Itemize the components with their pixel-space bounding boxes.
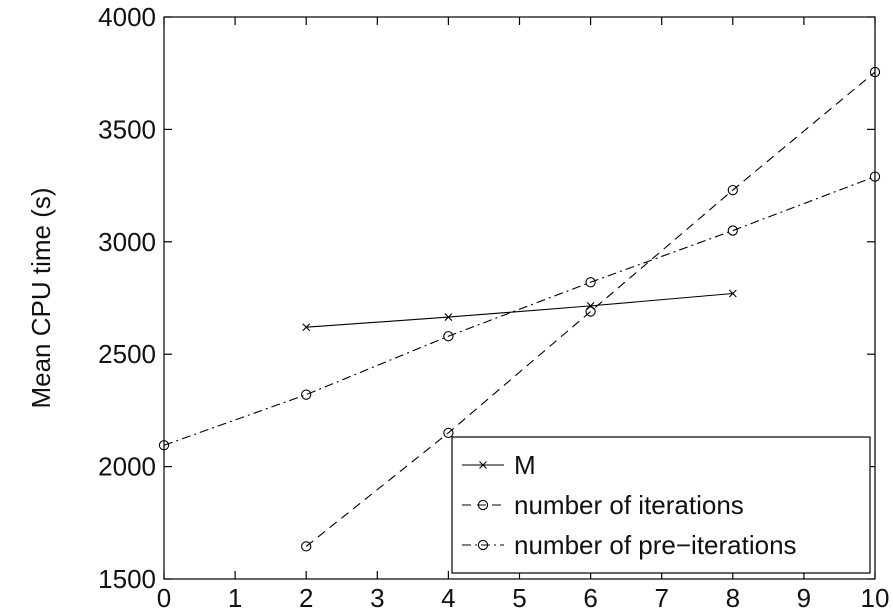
y-axis-label: Mean CPU time (s): [26, 187, 56, 408]
legend-marker: [477, 499, 489, 511]
data-point: [728, 289, 737, 298]
data-point: [443, 331, 454, 342]
x-tick-label: 0: [157, 583, 171, 612]
x-tick-label: 10: [861, 583, 890, 612]
data-point: [301, 541, 312, 552]
legend-item: M: [462, 450, 536, 480]
x-tick-label: 2: [299, 583, 313, 612]
legend-marker: [477, 539, 489, 551]
axes-layer: 0 1 2 3 4 5 6 7 8 9 10 1500 2000 2500 3000 3500 4000: [98, 2, 889, 612]
data-point: [585, 306, 596, 317]
legend-item: number of iterations: [462, 490, 744, 520]
y-tick-label: 2500: [98, 339, 156, 369]
series-layer: [158, 66, 881, 552]
series-line: [163, 176, 876, 446]
series-line: [306, 292, 733, 328]
x-tick-label: 3: [370, 583, 384, 612]
data-point: [727, 184, 738, 196]
legend-label: number of pre−iterations: [514, 530, 797, 560]
data-point: [586, 301, 595, 310]
x-tick-label: 1: [228, 583, 242, 612]
y-tick-label: 2000: [98, 452, 156, 482]
data-point: [444, 313, 453, 321]
y-tick-label: 3000: [98, 227, 156, 257]
legend-label: number of iterations: [514, 490, 744, 520]
series-2: [301, 66, 881, 552]
x-tick-label: 5: [512, 583, 526, 612]
series-1: [302, 289, 737, 332]
data-point: [302, 323, 311, 332]
y-tick-label: 4000: [98, 2, 156, 32]
x-tick-label: 6: [583, 583, 597, 612]
x-tick-label: 4: [441, 583, 455, 612]
data-point: [443, 427, 454, 439]
data-point: [727, 225, 738, 236]
y-tick-label: 1500: [98, 564, 156, 594]
legend-item: number of pre−iterations: [462, 530, 797, 560]
x-tick-label: 8: [726, 583, 740, 612]
legend-box: [451, 436, 871, 574]
y-tick-label: 3500: [98, 114, 156, 144]
series-line: [305, 71, 876, 547]
data-point: [585, 277, 596, 288]
legend-marker: [479, 461, 487, 469]
x-tick-label: 9: [797, 583, 811, 612]
legend-label: M: [514, 450, 536, 480]
data-point: [301, 389, 312, 400]
x-tick-label: 7: [654, 583, 668, 612]
